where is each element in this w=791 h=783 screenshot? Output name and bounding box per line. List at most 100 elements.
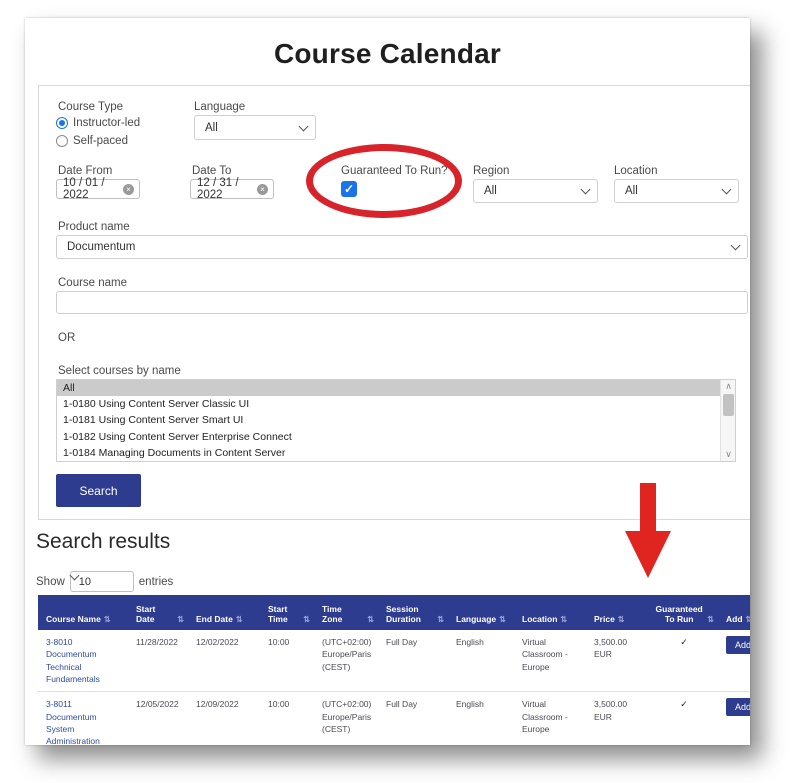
col-end-date[interactable]: End Date [188, 595, 260, 630]
cell-language: English [448, 691, 514, 745]
cell-start-time: 10:00 [260, 630, 314, 693]
results-heading: Search results [36, 530, 171, 553]
date-to-label: Date To [192, 165, 232, 177]
chevron-down-icon [300, 123, 307, 130]
course-name-input[interactable] [56, 291, 748, 314]
sort-icon[interactable] [618, 616, 625, 624]
show-entries-row: Show 10 entries [36, 571, 173, 592]
list-item[interactable]: All [57, 380, 720, 397]
add-to-cart-button[interactable]: Add to cart [726, 698, 750, 717]
cell-time-zone: (UTC+02:00) Europe/Paris (CEST) [314, 691, 378, 745]
region-value: All [484, 185, 497, 197]
date-from-input[interactable]: 10 / 01 / 2022 × [56, 177, 140, 201]
cell-end-date: 12/02/2022 [188, 630, 260, 693]
entries-label: entries [138, 575, 174, 588]
cell-location: Virtual Classroom - Europe [514, 630, 586, 693]
date-from-value: 10 / 01 / 2022 [63, 177, 105, 201]
location-label: Location [614, 165, 658, 177]
entries-value: 10 [78, 575, 92, 588]
guaranteed-label: Guaranteed To Run? [341, 165, 448, 177]
courses-listbox[interactable]: All 1-0180 Using Content Server Classic … [56, 379, 736, 462]
clear-date-icon[interactable]: × [257, 183, 268, 195]
chevron-down-icon [732, 242, 739, 249]
language-label: Language [194, 101, 246, 113]
guaranteed-checkbox[interactable]: ✓ [341, 181, 357, 197]
list-item[interactable]: 1-0184 Managing Documents in Content Ser… [63, 446, 286, 459]
date-from-label: Date From [58, 165, 113, 177]
col-add[interactable]: Add [718, 595, 750, 630]
radio-self-paced[interactable]: Self-paced [56, 135, 128, 147]
sort-icon[interactable] [177, 616, 184, 624]
entries-select[interactable]: 10 [69, 571, 134, 592]
add-to-cart-button[interactable]: Add to cart [726, 636, 750, 654]
courses-list-label: Select courses by name [58, 365, 181, 377]
date-to-input[interactable]: 12 / 31 / 2022 × [190, 177, 274, 201]
col-session-duration[interactable]: Session Duration [378, 595, 448, 630]
region-select[interactable]: All [473, 179, 598, 203]
scroll-up-icon[interactable]: ∧ [725, 381, 732, 391]
col-language[interactable]: Language [448, 595, 514, 630]
col-start-time[interactable]: Start Time [260, 595, 314, 630]
list-item[interactable]: 1-0181 Using Content Server Smart UI [63, 414, 244, 427]
course-name-label: Course name [58, 277, 128, 289]
course-link[interactable]: 3-8011 Documentum System Administration … [46, 699, 100, 745]
cell-duration: Full Day [378, 630, 448, 693]
sort-icon[interactable] [707, 616, 714, 624]
cell-language: English [448, 630, 514, 693]
scroll-down-icon[interactable]: ∨ [725, 449, 732, 459]
sort-icon[interactable] [303, 616, 310, 624]
date-to-value: 12 / 31 / 2022 [197, 177, 239, 201]
list-item[interactable]: 1-0180 Using Content Server Classic UI [63, 398, 250, 411]
list-item[interactable]: 1-0182 Using Content Server Enterprise C… [63, 430, 292, 443]
region-label: Region [473, 165, 510, 177]
location-value: All [625, 185, 638, 197]
radio-instructor-led[interactable]: Instructor-led [56, 117, 140, 129]
col-time-zone[interactable]: Time Zone [314, 595, 378, 630]
page-sheet: Course Calendar Course Type Instructor-l… [25, 18, 750, 745]
product-name-select[interactable]: Documentum [56, 235, 748, 259]
sort-icon[interactable] [437, 616, 444, 624]
language-select[interactable]: All [194, 115, 316, 140]
col-start-date[interactable]: Start Date [128, 595, 188, 630]
location-select[interactable]: All [614, 179, 739, 203]
results-table: Course Name Start Date End Date Start Ti… [38, 595, 750, 745]
table-row: 3-8011 Documentum System Administration … [38, 691, 750, 745]
search-form: Course Type Instructor-led Self-paced La… [38, 85, 750, 520]
language-value: All [205, 121, 218, 134]
course-link[interactable]: 3-8010 Documentum Technical Fundamentals [46, 637, 100, 684]
cell-time-zone: (UTC+02:00) Europe/Paris (CEST) [314, 630, 378, 693]
product-name-label: Product name [58, 221, 130, 233]
cell-price: 3,500.00 EUR [586, 630, 646, 693]
chevron-down-icon [582, 186, 589, 193]
col-course-name[interactable]: Course Name [38, 595, 128, 630]
sort-icon[interactable] [499, 616, 506, 624]
course-type-label: Course Type [58, 101, 123, 113]
col-guaranteed[interactable]: Guaranteed To Run [646, 595, 718, 630]
cell-duration: Full Day [378, 691, 448, 745]
radio-label: Self-paced [73, 135, 128, 147]
sort-icon[interactable] [236, 616, 243, 624]
col-location[interactable]: Location [514, 595, 586, 630]
listbox-scrollbar[interactable]: ∧ ∨ [720, 380, 735, 461]
radio-icon[interactable] [56, 117, 68, 129]
sort-icon[interactable] [367, 616, 374, 624]
scrollbar-thumb[interactable] [723, 394, 734, 416]
table-row: 3-8010 Documentum Technical Fundamentals… [38, 630, 750, 693]
sort-icon[interactable] [104, 616, 111, 624]
clear-date-icon[interactable]: × [123, 183, 134, 195]
chevron-down-icon [723, 186, 730, 193]
cell-end-date: 12/09/2022 [188, 691, 260, 745]
radio-icon[interactable] [56, 135, 68, 147]
page-title: Course Calendar [273, 38, 502, 69]
annotation-arrow-head [625, 531, 671, 578]
radio-label: Instructor-led [73, 117, 141, 129]
sort-icon[interactable] [746, 616, 750, 624]
cell-start-time: 10:00 [260, 691, 314, 745]
search-button[interactable]: Search [56, 474, 141, 507]
cell-guaranteed-check: ✓ [646, 691, 718, 745]
col-price[interactable]: Price [586, 595, 646, 630]
or-label: OR [58, 332, 76, 344]
show-label: Show [36, 575, 65, 588]
sort-icon[interactable] [560, 616, 567, 624]
